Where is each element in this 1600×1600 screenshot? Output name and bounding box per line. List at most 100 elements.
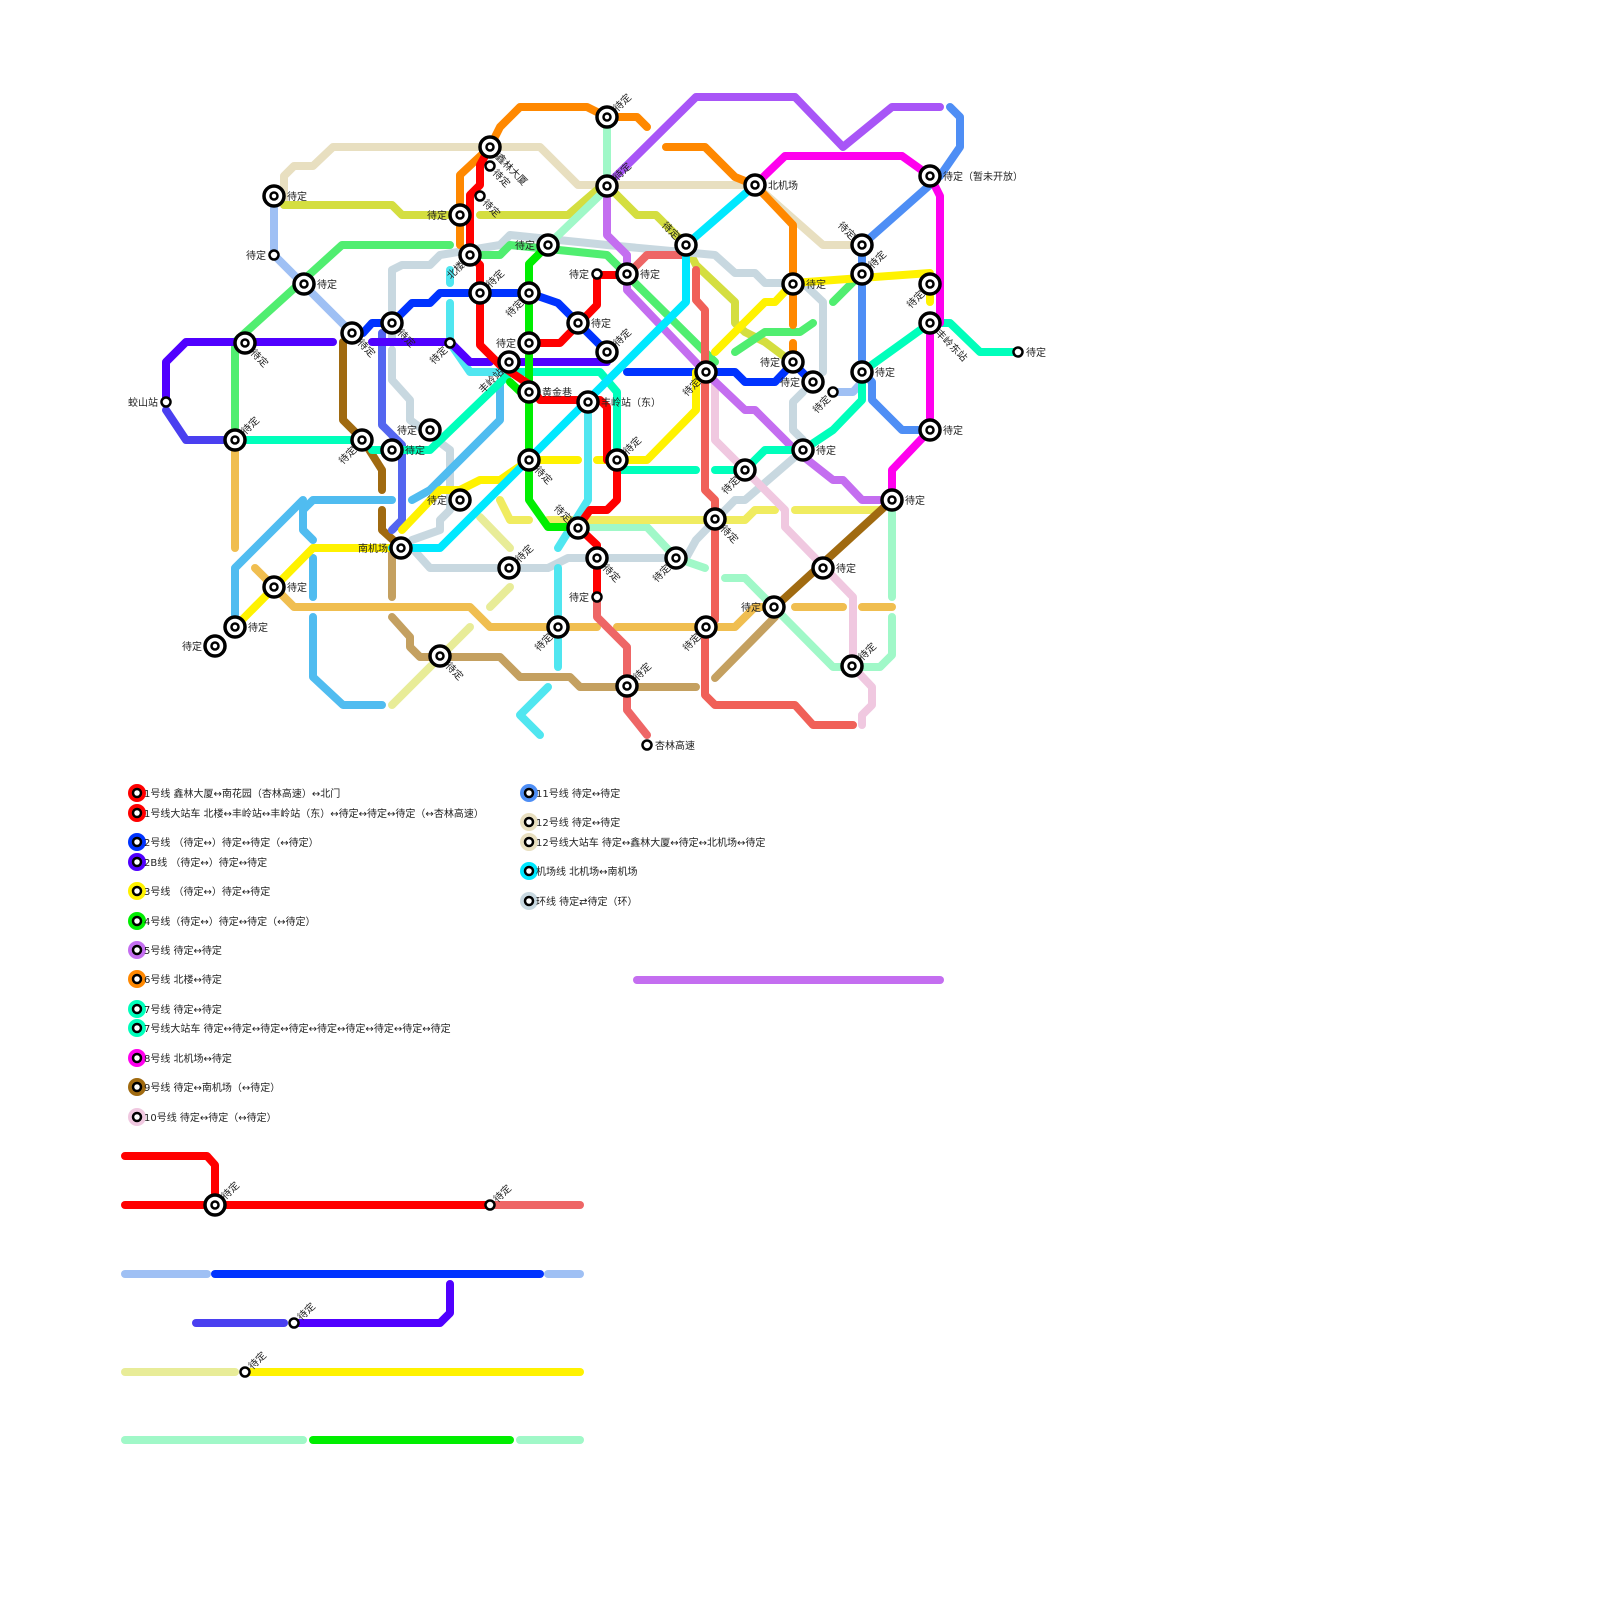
station[interactable]: 待定 <box>811 556 856 580</box>
metro-line-azure[interactable] <box>858 241 934 434</box>
legend-item: 2B线 （待定↔）待定↔待定 <box>128 853 267 871</box>
metro-line-red[interactable] <box>525 271 631 347</box>
metro-line-cyan[interactable] <box>388 181 759 552</box>
station[interactable]: 待定 <box>427 488 472 512</box>
legend-label: 9号线 待定↔南机场（↔待定） <box>144 1081 280 1094</box>
station[interactable]: 待定 <box>496 331 541 355</box>
metro-line-violet[interactable] <box>368 338 494 366</box>
metro-line-softyellow[interactable] <box>496 496 533 524</box>
station[interactable]: 待定 <box>605 434 644 472</box>
station-label: 待定 <box>405 444 425 457</box>
station-label: 杏林高速 <box>655 739 695 752</box>
station[interactable]: 待定 <box>615 262 660 286</box>
station-label: 丰岭站（东） <box>601 396 661 409</box>
station[interactable]: 待定 <box>427 203 472 227</box>
station[interactable]: 待定 <box>336 428 374 467</box>
station[interactable]: 待定 <box>1012 346 1047 359</box>
station[interactable]: 待定 <box>703 507 741 546</box>
station-label: 待定 <box>515 239 535 252</box>
metro-line-aqua[interactable] <box>516 683 552 739</box>
station[interactable]: 待定 <box>203 1179 242 1217</box>
metro-line-lightblue[interactable] <box>270 192 356 337</box>
metro-line-sky[interactable] <box>299 496 396 544</box>
metro-line-salmon[interactable] <box>593 593 651 739</box>
station[interactable]: 蛟山站 <box>128 396 172 409</box>
metro-line-ring[interactable] <box>408 388 807 572</box>
station[interactable]: 待定 <box>569 591 603 604</box>
station[interactable]: 待定 <box>517 448 555 487</box>
metro-line-lilac[interactable] <box>603 181 896 504</box>
station[interactable]: 待定 <box>569 268 603 281</box>
metro-line-paleyellow[interactable] <box>388 623 474 709</box>
metro-line-violet[interactable] <box>162 338 337 406</box>
station[interactable]: 待定 <box>292 272 337 296</box>
metro-line-lightgreen[interactable] <box>231 241 454 434</box>
metro-line-yellow[interactable] <box>231 544 396 631</box>
station[interactable]: 杏林高速 <box>641 739 696 752</box>
station[interactable]: 待定 <box>262 575 307 599</box>
station[interactable]: 待定 <box>262 184 307 208</box>
metro-line-red[interactable] <box>466 143 621 601</box>
legend-label: 10号线 待定↔待定（↔待定） <box>144 1111 277 1124</box>
station[interactable]: 待定 <box>468 267 507 305</box>
station[interactable]: 待定 <box>515 233 560 257</box>
metro-line-brown[interactable] <box>339 338 386 494</box>
metro-line-tan[interactable] <box>388 613 700 691</box>
metro-line-sky[interactable] <box>231 496 307 621</box>
metro-line-paleyellow[interactable] <box>486 583 514 611</box>
station[interactable]: 待定 <box>503 281 541 320</box>
station[interactable]: 待定 <box>380 438 425 462</box>
metro-line-purple[interactable] <box>603 93 944 189</box>
station[interactable]: 待定 <box>223 615 268 639</box>
metro-line-magenta[interactable] <box>751 152 944 504</box>
station[interactable]: 待定 <box>532 615 570 654</box>
metro-line-mint[interactable] <box>584 523 709 572</box>
metro-line-brown[interactable] <box>771 496 896 611</box>
station[interactable]: 待定 <box>585 546 623 585</box>
metro-line-ring[interactable] <box>388 346 454 544</box>
station[interactable]: 待定 <box>918 418 963 442</box>
metro-line-teal[interactable] <box>506 368 700 474</box>
station[interactable]: 待定 <box>223 414 262 452</box>
metro-line-tan[interactable] <box>711 613 779 682</box>
station[interactable]: 待定（暂未开放） <box>918 164 1023 188</box>
station[interactable]: 南机场 <box>358 536 413 560</box>
station[interactable]: 待定 <box>760 350 805 374</box>
metro-line-indigo[interactable] <box>162 406 239 444</box>
metro-line-amber[interactable] <box>251 564 601 631</box>
station[interactable]: 待定 <box>380 311 418 350</box>
station[interactable]: 北机场 <box>743 173 798 197</box>
station[interactable]: 待定 <box>904 272 942 311</box>
station[interactable]: 待定 <box>781 272 826 296</box>
station[interactable]: 待定 <box>595 160 634 198</box>
station[interactable]: 待定 <box>791 438 836 462</box>
station[interactable]: 待定 <box>566 311 611 335</box>
metro-line-sky[interactable] <box>408 378 504 504</box>
station[interactable]: 待定 <box>595 91 634 129</box>
station[interactable]: 待定 <box>850 360 895 384</box>
station[interactable]: 待定 <box>428 644 466 683</box>
metro-line-olive[interactable] <box>476 186 601 219</box>
metro-line-teal[interactable] <box>711 319 1022 474</box>
metro-line-azure[interactable] <box>858 103 964 249</box>
station[interactable]: 待定 <box>680 615 718 654</box>
metro-line-paleyellow[interactable] <box>476 513 514 552</box>
station[interactable]: 待定 <box>182 634 227 658</box>
station[interactable]: 待定 <box>397 418 442 442</box>
station[interactable]: 待定 <box>880 488 925 512</box>
metro-line-orange[interactable] <box>456 103 651 249</box>
metro-line-softyellow[interactable] <box>544 506 779 524</box>
station[interactable]: 待定 <box>741 595 786 619</box>
station[interactable]: 待定 <box>246 249 280 262</box>
metro-line-coral[interactable] <box>701 623 857 729</box>
metro-line-green[interactable] <box>525 241 582 531</box>
station[interactable]: 待定 <box>780 370 825 394</box>
metro-line-olive[interactable] <box>280 201 464 219</box>
station[interactable]: 待定 <box>650 546 688 585</box>
station[interactable]: 黄金巷 <box>517 380 572 404</box>
metro-line-lightgreen[interactable] <box>731 319 817 356</box>
metro-line-mint[interactable] <box>544 191 604 249</box>
metro-line-sky[interactable] <box>309 613 386 709</box>
station[interactable]: 丰岭站（东） <box>576 390 661 414</box>
station[interactable]: 待定 <box>835 219 874 257</box>
